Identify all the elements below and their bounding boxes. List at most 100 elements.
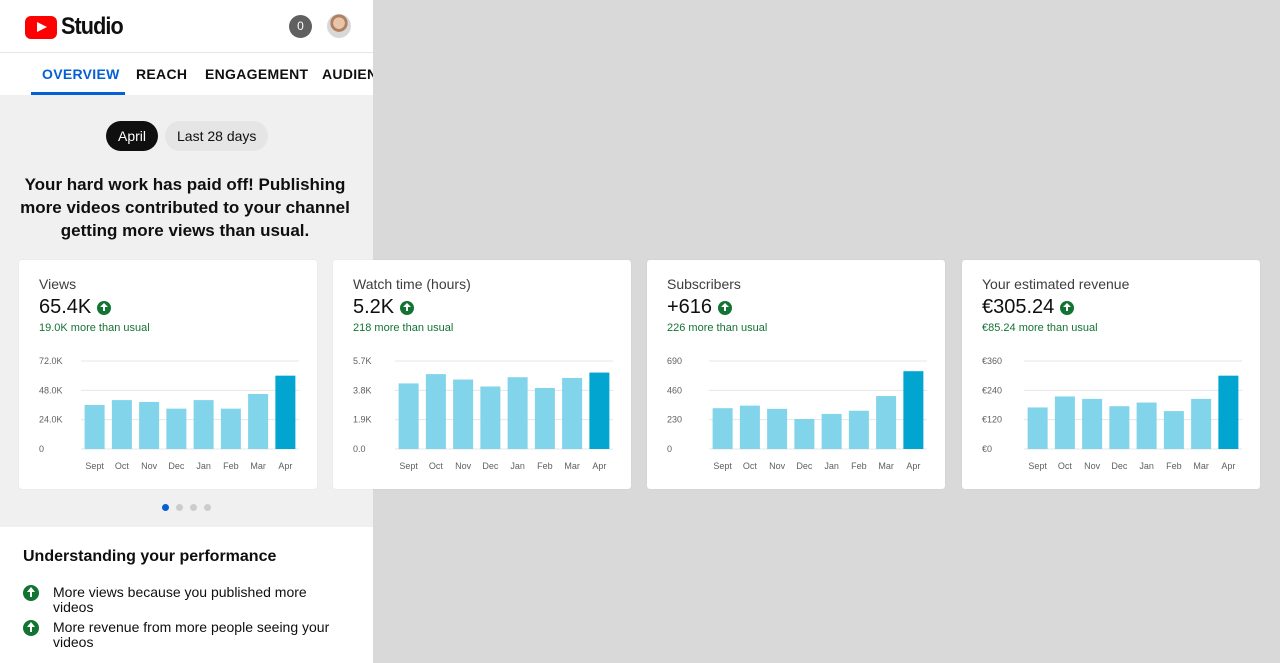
card-value-text: +616 [667, 296, 713, 318]
y-tick-label: 5.7K [353, 356, 372, 366]
x-tick-label: Jan [824, 461, 839, 471]
card-value: 65.4K [39, 296, 112, 319]
x-tick-label: Mar [250, 461, 266, 471]
chart-bar [480, 386, 501, 449]
card-delta: 19.0K more than usual [39, 322, 150, 334]
chart-bar [453, 379, 474, 449]
carousel-dot[interactable] [204, 504, 211, 511]
x-tick-label: Jan [510, 461, 525, 471]
logo-text: Studio [61, 13, 124, 40]
card-value-text: €305.24 [982, 296, 1055, 318]
x-tick-label: Dec [168, 461, 185, 471]
tab-audience[interactable]: AUDIEN [322, 66, 373, 82]
chart-bar [589, 372, 610, 449]
period-chip-last-28-days[interactable]: Last 28 days [165, 121, 269, 151]
performance-section: Understanding your performance More view… [0, 527, 373, 663]
x-tick-label: Nov [455, 461, 472, 471]
x-tick-label: Oct [1058, 461, 1073, 471]
chart-bar [507, 377, 528, 449]
chart-bar [562, 377, 583, 449]
chart-bar [1191, 398, 1212, 449]
period-chip-april[interactable]: April [106, 121, 158, 151]
card-title: Views [39, 276, 77, 292]
x-tick-label: Sept [399, 461, 418, 471]
y-tick-label: 3.8K [353, 385, 372, 395]
x-tick-label: Apr [592, 461, 606, 471]
y-tick-label: 0.0 [353, 444, 366, 454]
chart-bar [1054, 396, 1075, 449]
arrow-up-icon [97, 300, 112, 315]
y-tick-label: €240 [982, 385, 1002, 395]
y-tick-label: 690 [667, 356, 682, 366]
card-value: +616 [667, 296, 733, 319]
chart-bar [534, 388, 555, 449]
chart-bar [248, 394, 269, 449]
y-tick-label: €360 [982, 356, 1002, 366]
tab-reach[interactable]: REACH [136, 66, 188, 82]
top-bar: Studio 0 [0, 0, 373, 53]
chart-bar [111, 400, 132, 449]
x-tick-label: Mar [878, 461, 894, 471]
performance-item: More revenue from more people seeing you… [23, 620, 338, 650]
x-tick-label: Feb [851, 461, 867, 471]
tab-bar: OVERVIEW REACH ENGAGEMENT AUDIEN [0, 53, 373, 95]
x-tick-label: Apr [1221, 461, 1235, 471]
youtube-logo-icon [25, 15, 57, 39]
carousel-dots [162, 504, 218, 511]
x-tick-label: Jan [196, 461, 211, 471]
notifications-badge[interactable]: 0 [289, 15, 312, 38]
x-tick-label: Dec [482, 461, 499, 471]
chart-bar [821, 413, 842, 449]
y-tick-label: 230 [667, 415, 682, 425]
y-tick-label: 72.0K [39, 356, 63, 366]
metric-card-revenue[interactable]: Your estimated revenue €305.24 €85.24 mo… [962, 260, 1260, 489]
chart-bar [1136, 402, 1157, 449]
x-tick-label: Dec [1111, 461, 1128, 471]
x-tick-label: Sept [713, 461, 732, 471]
x-tick-label: Nov [141, 461, 158, 471]
chart-bar [193, 400, 214, 449]
chart-bar [1163, 411, 1184, 449]
x-tick-label: Mar [564, 461, 580, 471]
card-delta: €85.24 more than usual [982, 322, 1098, 334]
tab-engagement[interactable]: ENGAGEMENT [205, 66, 309, 82]
x-tick-label: Sept [1028, 461, 1047, 471]
chart-bar [712, 408, 733, 449]
youtube-studio-logo[interactable]: Studio [25, 13, 130, 41]
chart-bar [903, 371, 924, 449]
carousel-dot[interactable] [190, 504, 197, 511]
card-title: Watch time (hours) [353, 276, 471, 292]
active-tab-indicator [31, 92, 125, 95]
x-tick-label: Feb [223, 461, 239, 471]
x-tick-label: Mar [1193, 461, 1209, 471]
performance-item: More views because you published more vi… [23, 585, 338, 615]
arrow-up-icon [1060, 300, 1075, 315]
bar-chart: 5.7K 3.8K 1.9K 0.0 Sept Oct Nov Dec Jan Feb Mar Apr [353, 356, 613, 471]
metric-card-watch-time[interactable]: Watch time (hours) 5.2K 218 more than us… [333, 260, 631, 489]
x-tick-label: Oct [743, 461, 758, 471]
x-tick-label: Nov [769, 461, 786, 471]
y-tick-label: 0 [667, 444, 672, 454]
performance-item-text: More views because you published more vi… [53, 584, 307, 615]
tab-overview[interactable]: OVERVIEW [42, 66, 120, 82]
y-tick-label: €120 [982, 415, 1002, 425]
x-tick-label: Feb [1166, 461, 1182, 471]
chart-bar [794, 419, 815, 449]
chart-bar [398, 383, 419, 449]
metric-card-subscribers[interactable]: Subscribers +616 226 more than usual 690… [647, 260, 945, 489]
card-value-text: 5.2K [353, 296, 395, 318]
chart-bar [1109, 406, 1130, 449]
arrow-up-icon [23, 585, 39, 601]
avatar[interactable] [327, 14, 351, 38]
chart-bar [275, 375, 296, 449]
bar-chart: 72.0K 48.0K 24.0K 0 Sept Oct Nov Dec Jan Feb Mar Ap… [39, 356, 299, 471]
arrow-up-icon [23, 620, 39, 636]
card-value: €305.24 [982, 296, 1075, 319]
carousel-dot[interactable] [162, 504, 169, 511]
metric-card-views[interactable]: Views 65.4K 19.0K more than usual 72.0K 4… [19, 260, 317, 489]
x-tick-label: Feb [537, 461, 553, 471]
chart-bar [220, 408, 241, 449]
card-value: 5.2K [353, 296, 415, 319]
carousel-dot[interactable] [176, 504, 183, 511]
card-title: Subscribers [667, 276, 741, 292]
